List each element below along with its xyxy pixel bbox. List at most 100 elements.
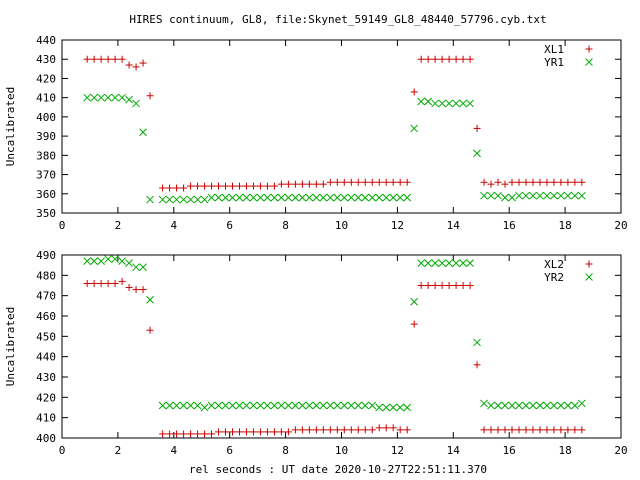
data-point: [118, 93, 126, 102]
data-point: [536, 426, 544, 434]
data-point: [312, 426, 320, 434]
data-point: [333, 426, 341, 434]
data-point: [277, 401, 286, 410]
data-point: [166, 430, 174, 438]
data-point: [375, 403, 384, 412]
data-point: [424, 55, 432, 63]
data-point: [354, 426, 362, 434]
data-point: [158, 401, 167, 410]
data-point: [466, 282, 474, 289]
data-point: [97, 93, 105, 102]
data-point: [104, 279, 112, 287]
data-point: [166, 184, 174, 192]
data-point: [159, 184, 167, 192]
data-point: [487, 426, 495, 434]
legend-marker: [585, 58, 593, 66]
data-point: [90, 93, 98, 102]
data-point: [417, 259, 426, 267]
data-point: [132, 263, 140, 272]
data-point: [389, 178, 397, 186]
y-tick-label: 380: [36, 149, 56, 162]
data-point: [139, 59, 147, 67]
data-point: [564, 178, 572, 186]
data-point: [550, 426, 558, 434]
x-tick-label: 20: [614, 219, 627, 232]
data-point: [557, 191, 565, 200]
data-point: [111, 255, 119, 263]
data-point: [193, 195, 202, 204]
data-point: [83, 257, 92, 265]
data-point: [347, 193, 356, 202]
plot-panel-1: 350 360 370 380 390 400 410 420 430 440 0 2 4 6 8 10 12 1…: [4, 34, 628, 232]
data-point: [111, 279, 119, 287]
data-point: [83, 279, 91, 287]
data-point: [256, 193, 265, 202]
data-point: [445, 282, 453, 289]
data-point: [368, 178, 376, 186]
data-point: [340, 401, 349, 410]
data-point: [515, 401, 523, 410]
series-XL2: [83, 277, 586, 438]
data-point: [438, 282, 446, 289]
data-point: [431, 99, 439, 108]
data-point: [172, 195, 181, 204]
data-point: [214, 401, 223, 410]
data-point: [410, 124, 419, 133]
data-point: [494, 191, 502, 200]
x-axis-label: rel seconds : UT date 2020-10-27T22:51:1…: [189, 463, 487, 476]
data-point: [375, 178, 383, 186]
data-point: [83, 55, 91, 63]
data-point: [319, 193, 328, 202]
data-point: [508, 426, 516, 434]
data-point: [389, 403, 398, 412]
data-point: [132, 99, 140, 108]
data-point: [473, 361, 481, 369]
data-point: [139, 286, 147, 294]
data-point: [389, 424, 397, 432]
data-point: [403, 426, 411, 434]
data-point: [235, 401, 244, 410]
y-tick-label: 430: [36, 371, 56, 384]
data-point: [249, 401, 258, 410]
data-point: [536, 401, 544, 410]
x-tick-label: 8: [282, 444, 289, 457]
data-point: [529, 178, 537, 186]
y-tick-label: 480: [36, 269, 56, 282]
data-point: [180, 184, 188, 192]
data-point: [125, 61, 133, 69]
data-point: [417, 282, 425, 289]
y-tick-label: 460: [36, 310, 56, 323]
data-point: [382, 178, 390, 186]
data-point: [340, 426, 348, 434]
data-point: [529, 401, 537, 410]
x-tick-label: 4: [170, 219, 177, 232]
data-point: [459, 259, 467, 267]
data-point: [193, 401, 202, 410]
data-point: [466, 55, 474, 63]
data-point: [83, 93, 92, 102]
data-point: [97, 279, 105, 287]
data-point: [165, 195, 174, 204]
data-point: [529, 191, 537, 200]
data-point: [550, 191, 558, 200]
data-point: [179, 195, 188, 204]
data-point: [480, 178, 488, 186]
data-point: [431, 282, 439, 289]
data-point: [298, 426, 306, 434]
data-point: [354, 401, 363, 410]
data-point: [158, 195, 167, 204]
data-point: [396, 403, 405, 412]
legend-label: YR2: [544, 271, 564, 284]
data-point: [543, 178, 551, 186]
data-point: [473, 338, 481, 347]
y-tick-label: 490: [36, 249, 56, 262]
data-point: [111, 93, 119, 102]
data-point: [487, 191, 495, 200]
y-tick-label: 420: [36, 391, 56, 404]
data-point: [194, 430, 202, 438]
data-point: [557, 401, 565, 410]
data-point: [165, 401, 174, 410]
data-point: [571, 191, 579, 200]
data-point: [249, 428, 257, 436]
data-point: [515, 178, 523, 186]
